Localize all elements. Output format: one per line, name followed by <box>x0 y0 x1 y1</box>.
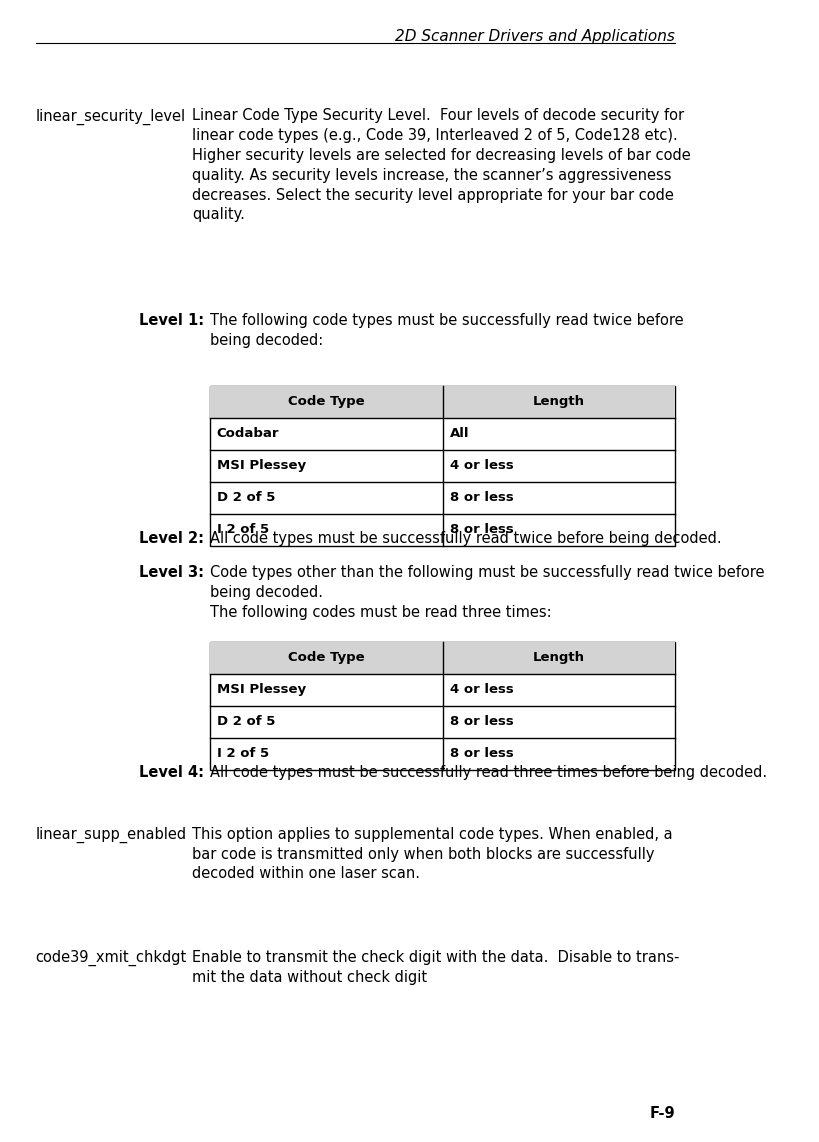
Text: All code types must be successfully read three times before being decoded.: All code types must be successfully read… <box>210 765 766 780</box>
Text: Level 2:: Level 2: <box>138 531 203 546</box>
Text: D 2 of 5: D 2 of 5 <box>216 715 275 729</box>
Text: Length: Length <box>532 395 584 409</box>
Text: 2D Scanner Drivers and Applications: 2D Scanner Drivers and Applications <box>395 29 675 43</box>
Text: linear_security_level: linear_security_level <box>35 108 185 124</box>
Text: Code types other than the following must be successfully read twice before
being: Code types other than the following must… <box>210 565 763 620</box>
Text: The following code types must be successfully read twice before
being decoded:: The following code types must be success… <box>210 313 682 347</box>
Text: F-9: F-9 <box>649 1107 675 1121</box>
Bar <box>210 642 675 674</box>
Text: I 2 of 5: I 2 of 5 <box>216 747 269 761</box>
Text: 4 or less: 4 or less <box>449 459 513 473</box>
Text: linear_supp_enabled: linear_supp_enabled <box>35 827 187 843</box>
Text: MSI Plessey: MSI Plessey <box>216 459 305 473</box>
Text: 8 or less: 8 or less <box>449 523 513 537</box>
Text: Code Type: Code Type <box>287 651 364 665</box>
Text: 8 or less: 8 or less <box>449 491 513 505</box>
Bar <box>210 386 675 546</box>
Text: 8 or less: 8 or less <box>449 715 513 729</box>
Text: MSI Plessey: MSI Plessey <box>216 683 305 697</box>
Text: D 2 of 5: D 2 of 5 <box>216 491 275 505</box>
Text: 8 or less: 8 or less <box>449 747 513 761</box>
Text: All: All <box>449 427 468 441</box>
Text: I 2 of 5: I 2 of 5 <box>216 523 269 537</box>
Text: Code Type: Code Type <box>287 395 364 409</box>
Text: All code types must be successfully read twice before being decoded.: All code types must be successfully read… <box>210 531 721 546</box>
Text: Length: Length <box>532 651 584 665</box>
Text: This option applies to supplemental code types. When enabled, a
bar code is tran: This option applies to supplemental code… <box>192 827 672 882</box>
Text: Codabar: Codabar <box>216 427 279 441</box>
Text: Level 1:: Level 1: <box>138 313 203 328</box>
Text: 4 or less: 4 or less <box>449 683 513 697</box>
Bar <box>210 642 675 770</box>
Text: Level 3:: Level 3: <box>138 565 203 580</box>
Text: code39_xmit_chkdgt: code39_xmit_chkdgt <box>35 950 187 966</box>
Text: Enable to transmit the check digit with the data.  Disable to trans-
mit the dat: Enable to transmit the check digit with … <box>192 950 678 984</box>
Text: Level 4:: Level 4: <box>138 765 203 780</box>
Text: Linear Code Type Security Level.  Four levels of decode security for
linear code: Linear Code Type Security Level. Four le… <box>192 108 690 223</box>
Bar <box>210 386 675 418</box>
